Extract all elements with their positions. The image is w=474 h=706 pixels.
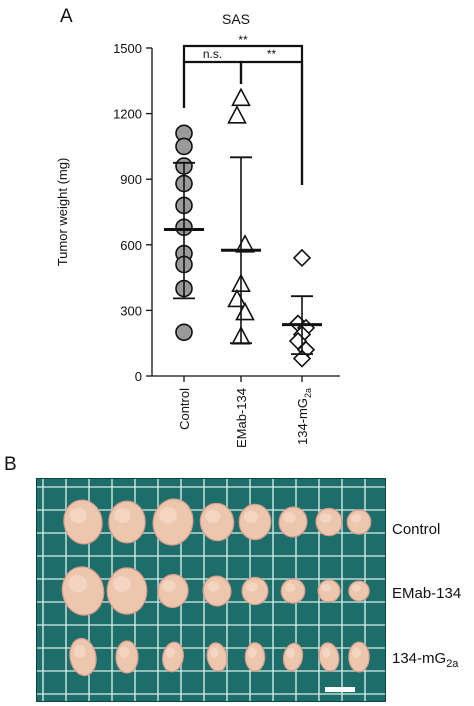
tumor-highlight <box>73 644 86 658</box>
y-axis-label: Tumor weight (mg) <box>55 158 70 267</box>
y-tick-label: 1200 <box>113 107 142 122</box>
y-tick-label: 300 <box>120 303 142 318</box>
scale-bar <box>325 687 355 692</box>
data-point-circle <box>175 323 193 342</box>
tumor-specimen <box>108 500 146 544</box>
tumor-specimen <box>238 503 272 541</box>
tumor-photo <box>36 478 386 702</box>
panel-letter-a: A <box>60 6 73 27</box>
tumor-highlight <box>248 647 257 658</box>
significance-bracket-ns <box>182 60 243 108</box>
tumor-highlight <box>159 506 177 524</box>
tumor-specimen <box>106 567 148 615</box>
tumor-highlight <box>322 647 331 658</box>
dot-plot-chart: SAS 0 300 600 900 1200 1500 Tumor weight (mg) Co… <box>55 11 340 448</box>
y-tick-label: 900 <box>120 172 142 187</box>
data-point-triangle <box>227 288 247 308</box>
tumor-specimen <box>241 576 269 606</box>
significance-bracket-inner <box>239 60 304 185</box>
y-tick-label: 1500 <box>113 41 142 56</box>
data-point-diamond <box>292 248 312 268</box>
data-point-triangle <box>231 87 251 107</box>
tumor-highlight <box>286 648 295 658</box>
tumor-specimen <box>348 641 370 673</box>
data-point-circle <box>175 137 193 156</box>
panel-letter-b: B <box>4 454 17 475</box>
x-tick-label: EMab-134 <box>234 388 249 448</box>
photo-row-label-emab: EMab-134 <box>392 585 462 602</box>
y-tick-label: 0 <box>135 369 142 384</box>
tumor-highlight <box>245 582 258 592</box>
significance-bracket-outer <box>182 44 304 185</box>
x-tick-label: 134-mG2a <box>295 388 313 445</box>
tumor-highlight <box>321 583 332 592</box>
significance-bracket-outer-label: ** <box>238 33 248 47</box>
tumor-highlight <box>283 512 296 523</box>
tumor-highlight <box>319 513 332 523</box>
significance-bracket-inner-label: ** <box>267 47 277 61</box>
tumor-highlight <box>113 575 131 593</box>
tumor-photo-image <box>37 479 385 701</box>
tumor-specimen <box>115 640 139 674</box>
tumor-highlight <box>205 509 221 523</box>
tumor-highlight <box>69 507 87 524</box>
tumor-specimen <box>244 642 266 672</box>
photo-row-label-mg2a: 134-mG2a <box>392 650 459 670</box>
data-point-triangle <box>227 105 247 124</box>
tumor-highlight <box>243 510 259 523</box>
tumor-highlight <box>284 583 296 592</box>
tumor-highlight <box>207 581 220 592</box>
chart-title: SAS <box>222 11 250 27</box>
tumor-highlight <box>210 647 219 658</box>
significance-bracket-ns-label: n.s. <box>203 47 222 61</box>
tumor-highlight <box>162 580 176 592</box>
x-tick-label: Control <box>177 388 192 430</box>
tumor-highlight <box>114 508 131 524</box>
tumor-specimen <box>348 580 370 602</box>
y-tick-label: 600 <box>120 238 142 253</box>
tumor-highlight <box>119 646 130 658</box>
photo-row-label-control: Control <box>392 521 441 538</box>
tumor-highlight <box>351 647 362 658</box>
tumor-highlight <box>165 647 176 658</box>
tumor-highlight <box>351 584 362 592</box>
tumor-highlight <box>350 514 362 523</box>
tumor-specimen <box>346 509 372 535</box>
tumor-highlight <box>68 575 88 593</box>
